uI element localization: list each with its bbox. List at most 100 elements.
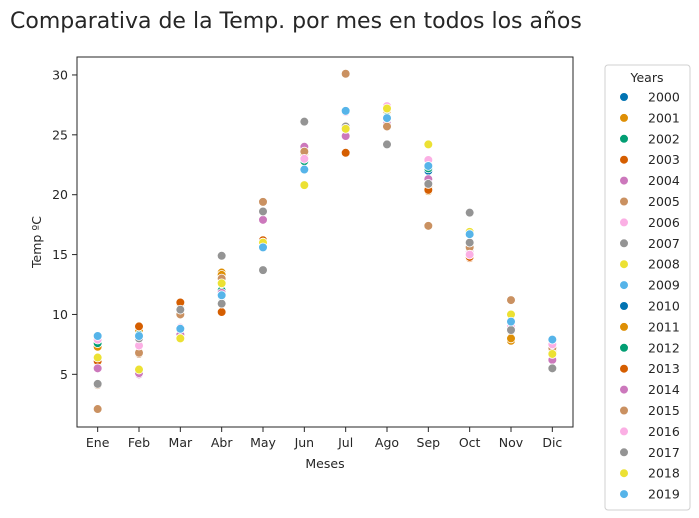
x-tick-label: Sep [417, 435, 441, 450]
legend: Years 2000200120022003200420052006200720… [604, 64, 691, 511]
legend-marker [619, 113, 629, 123]
data-point [382, 103, 392, 114]
data-point [340, 106, 351, 116]
data-point [340, 124, 351, 134]
data-point [547, 363, 558, 374]
legend-label: 2017 [648, 445, 680, 460]
data-point [423, 139, 434, 150]
plot-area: Ene Feb Mar Abr May Jun Jul Ago Sep Oct Nov Dic 5 10… [52, 56, 574, 450]
chart-title: Comparativa de la Temp. por mes en todos… [10, 9, 582, 34]
legend-marker [619, 259, 629, 270]
data-point [216, 298, 227, 309]
legend-marker [619, 489, 629, 499]
y-tick-label: 30 [52, 67, 68, 82]
legend-frame [604, 64, 691, 511]
data-point [423, 179, 434, 189]
y-axis-label: Temp ºC [29, 216, 44, 269]
legend-label: 2014 [648, 382, 680, 397]
data-point [216, 250, 227, 261]
x-tick-label: Ene [86, 435, 110, 450]
data-point [464, 249, 475, 260]
data-point [92, 404, 103, 414]
legend-label: 2005 [648, 194, 680, 209]
data-point [382, 113, 392, 123]
x-axis-ticks: Ene Feb Mar Abr May Jun Jul Ago Sep Oct Nov Dic [86, 427, 562, 450]
legend-marker [619, 280, 629, 290]
data-point [134, 331, 144, 341]
data-point [175, 304, 186, 315]
legend-marker [619, 92, 629, 102]
legend-marker [619, 426, 629, 437]
legend-marker [619, 175, 629, 186]
legend-label: 2013 [648, 361, 680, 376]
legend-marker [619, 134, 629, 144]
data-point [258, 265, 268, 275]
data-point [299, 164, 310, 175]
legend-marker [619, 363, 629, 374]
data-point [216, 290, 227, 301]
data-point [92, 331, 103, 341]
x-tick-label: May [250, 435, 276, 450]
data-point [299, 153, 310, 164]
legend-marker [619, 405, 629, 416]
data-point [216, 278, 227, 289]
data-point [299, 180, 310, 190]
legend-label: 2007 [648, 236, 680, 251]
legend-label: 2012 [648, 340, 680, 355]
x-tick-label: Abr [211, 435, 233, 450]
data-point [92, 352, 103, 363]
x-tick-label: Mar [169, 435, 193, 450]
y-tick-label: 25 [52, 127, 68, 142]
data-point [258, 206, 268, 217]
legend-label: 2003 [648, 152, 680, 167]
data-point [506, 333, 516, 344]
legend-marker [619, 196, 629, 207]
legend-label: 2010 [648, 299, 680, 314]
x-tick-label: Nov [499, 435, 524, 450]
legend-label: 2011 [648, 319, 680, 334]
data-point [423, 161, 434, 171]
data-point [506, 325, 516, 335]
y-tick-label: 5 [60, 367, 68, 382]
data-point [92, 363, 103, 374]
legend-label: 2019 [648, 487, 680, 502]
data-point [258, 197, 268, 207]
legend-label: 2016 [648, 424, 680, 439]
x-tick-label: Ago [375, 435, 399, 450]
x-axis-label: Meses [305, 456, 344, 471]
data-point [547, 334, 558, 345]
data-point [382, 139, 392, 150]
data-point [423, 221, 434, 231]
data-point [258, 242, 268, 253]
x-tick-label: Oct [459, 435, 481, 450]
legend-marker [619, 322, 629, 332]
legend-label: 2000 [648, 90, 680, 105]
data-point [340, 147, 351, 158]
data-point [299, 116, 310, 127]
x-tick-label: Jun [294, 435, 315, 450]
y-tick-label: 15 [52, 247, 68, 262]
legend-marker [619, 301, 629, 311]
legend-marker [619, 447, 629, 458]
data-point [175, 333, 186, 344]
legend-label: 2018 [648, 466, 680, 481]
data-point [506, 295, 516, 305]
legend-label: 2002 [648, 131, 680, 146]
legend-label: 2001 [648, 110, 680, 125]
data-point [340, 68, 351, 79]
legend-label: 2008 [648, 257, 680, 272]
legend-marker [619, 384, 629, 395]
data-point [464, 229, 475, 240]
data-point [464, 207, 475, 218]
data-point [175, 324, 186, 334]
data-point [258, 215, 268, 225]
y-tick-label: 10 [52, 307, 68, 322]
legend-marker [619, 217, 629, 228]
legend-label: 2015 [648, 403, 680, 418]
legend-marker [619, 342, 629, 353]
y-axis-ticks: 5 10 15 20 25 30 [52, 67, 77, 382]
legend-marker [619, 154, 629, 165]
data-points [92, 68, 558, 414]
data-point [134, 321, 144, 332]
